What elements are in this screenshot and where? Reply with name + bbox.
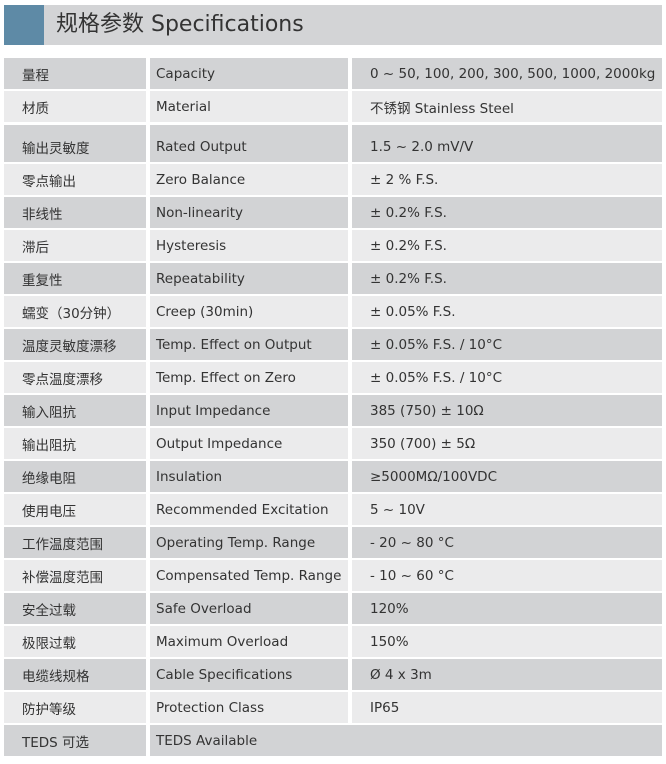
table-row: 重复性 Repeatability ± 0.2% F.S. (4, 263, 662, 294)
param-name-en: TEDS Available (150, 725, 662, 756)
param-value: ± 0.2% F.S. (352, 263, 662, 294)
table-row: 温度灵敏度漂移 Temp. Effect on Output ± 0.05% F.S… (4, 329, 662, 360)
param-name-cn: 输出阻抗 (4, 428, 146, 459)
param-name-cn: 零点输出 (4, 164, 146, 195)
param-value: ± 0.2% F.S. (352, 197, 662, 228)
param-name-en: Creep (30min) (150, 296, 348, 327)
param-name-cn: 防护等级 (4, 692, 146, 723)
param-name-cn: 量程 (4, 58, 146, 89)
param-name-cn: 材质 (4, 91, 146, 122)
param-name-cn: 使用电压 (4, 494, 146, 525)
param-name-en: Output Impedance (150, 428, 348, 459)
param-name-en: Operating Temp. Range (150, 527, 348, 558)
table-row: 补偿温度范围 Compensated Temp. Range - 10 ~ 60 °… (4, 560, 662, 591)
param-name-en: Hysteresis (150, 230, 348, 261)
param-value: IP65 (352, 692, 662, 723)
param-value: ± 0.05% F.S. / 10°C (352, 362, 662, 393)
param-value: 385 (750) ± 10Ω (352, 395, 662, 426)
param-name-cn: 输入阻抗 (4, 395, 146, 426)
table-row: 使用电压 Recommended Excitation 5 ~ 10V (4, 494, 662, 525)
table-row: 输出阻抗 Output Impedance 350 (700) ± 5Ω (4, 428, 662, 459)
param-name-cn: 零点温度漂移 (4, 362, 146, 393)
param-value: Ø 4 x 3m (352, 659, 662, 690)
param-name-en: Temp. Effect on Zero (150, 362, 348, 393)
param-name-en: Compensated Temp. Range (150, 560, 348, 591)
param-name-cn: 工作温度范围 (4, 527, 146, 558)
param-name-en: Recommended Excitation (150, 494, 348, 525)
table-row: 非线性 Non-linearity ± 0.2% F.S. (4, 197, 662, 228)
param-name-en: Rated Output (150, 125, 348, 162)
table-row: TEDS 可选 TEDS Available (4, 725, 662, 756)
table-row: 工作温度范围 Operating Temp. Range - 20 ~ 80 °C (4, 527, 662, 558)
table-row: 蠕变（30分钟） Creep (30min) ± 0.05% F.S. (4, 296, 662, 327)
param-value: - 10 ~ 60 °C (352, 560, 662, 591)
param-value: 1.5 ~ 2.0 mV/V (352, 125, 662, 162)
param-name-en: Capacity (150, 58, 348, 89)
table-row: 零点输出 Zero Balance ± 2 % F.S. (4, 164, 662, 195)
param-value: 120% (352, 593, 662, 624)
table-row: 安全过载 Safe Overload 120% (4, 593, 662, 624)
param-name-cn: 极限过载 (4, 626, 146, 657)
param-value: ± 2 % F.S. (352, 164, 662, 195)
param-value: ≥5000MΩ/100VDC (352, 461, 662, 492)
param-name-en: Maximum Overload (150, 626, 348, 657)
param-name-cn: 安全过载 (4, 593, 146, 624)
param-name-en: Non-linearity (150, 197, 348, 228)
param-name-cn: 补偿温度范围 (4, 560, 146, 591)
param-name-cn: 非线性 (4, 197, 146, 228)
param-name-cn: 温度灵敏度漂移 (4, 329, 146, 360)
param-value: 不锈钢 Stainless Steel (352, 91, 662, 122)
param-name-cn: TEDS 可选 (4, 725, 146, 756)
param-name-en: Zero Balance (150, 164, 348, 195)
section-header: 规格参数 Specifications (4, 5, 662, 45)
specifications-table: 量程 Capacity 0 ~ 50, 100, 200, 300, 500, 10… (4, 58, 662, 758)
param-value: ± 0.2% F.S. (352, 230, 662, 261)
param-name-en: Cable Specifications (150, 659, 348, 690)
param-value: ± 0.05% F.S. (352, 296, 662, 327)
param-value: - 20 ~ 80 °C (352, 527, 662, 558)
param-name-cn: 重复性 (4, 263, 146, 294)
table-row: 材质 Material 不锈钢 Stainless Steel (4, 91, 662, 122)
param-name-cn: 绝缘电阻 (4, 461, 146, 492)
table-row: 电缆线规格 Cable Specifications Ø 4 x 3m (4, 659, 662, 690)
table-row: 防护等级 Protection Class IP65 (4, 692, 662, 723)
param-name-en: Temp. Effect on Output (150, 329, 348, 360)
param-name-en: Material (150, 91, 348, 122)
accent-square (4, 5, 44, 45)
param-value: 5 ~ 10V (352, 494, 662, 525)
param-name-cn: 蠕变（30分钟） (4, 296, 146, 327)
param-name-en: Repeatability (150, 263, 348, 294)
param-name-en: Protection Class (150, 692, 348, 723)
param-name-cn: 电缆线规格 (4, 659, 146, 690)
param-name-cn: 输出灵敏度 (4, 125, 146, 162)
section-title: 规格参数 Specifications (56, 12, 304, 37)
table-row: 零点温度漂移 Temp. Effect on Zero ± 0.05% F.S. /… (4, 362, 662, 393)
table-row: 绝缘电阻 Insulation ≥5000MΩ/100VDC (4, 461, 662, 492)
table-row: 输出灵敏度 Rated Output 1.5 ~ 2.0 mV/V (4, 125, 662, 162)
param-value: ± 0.05% F.S. / 10°C (352, 329, 662, 360)
param-name-en: Insulation (150, 461, 348, 492)
table-row: 极限过载 Maximum Overload 150% (4, 626, 662, 657)
param-name-cn: 滞后 (4, 230, 146, 261)
param-value: 150% (352, 626, 662, 657)
param-value: 350 (700) ± 5Ω (352, 428, 662, 459)
param-value: 0 ~ 50, 100, 200, 300, 500, 1000, 2000kg (352, 58, 662, 89)
table-row: 滞后 Hysteresis ± 0.2% F.S. (4, 230, 662, 261)
param-name-en: Input Impedance (150, 395, 348, 426)
table-row: 量程 Capacity 0 ~ 50, 100, 200, 300, 500, 10… (4, 58, 662, 89)
param-name-en: Safe Overload (150, 593, 348, 624)
table-row: 输入阻抗 Input Impedance 385 (750) ± 10Ω (4, 395, 662, 426)
